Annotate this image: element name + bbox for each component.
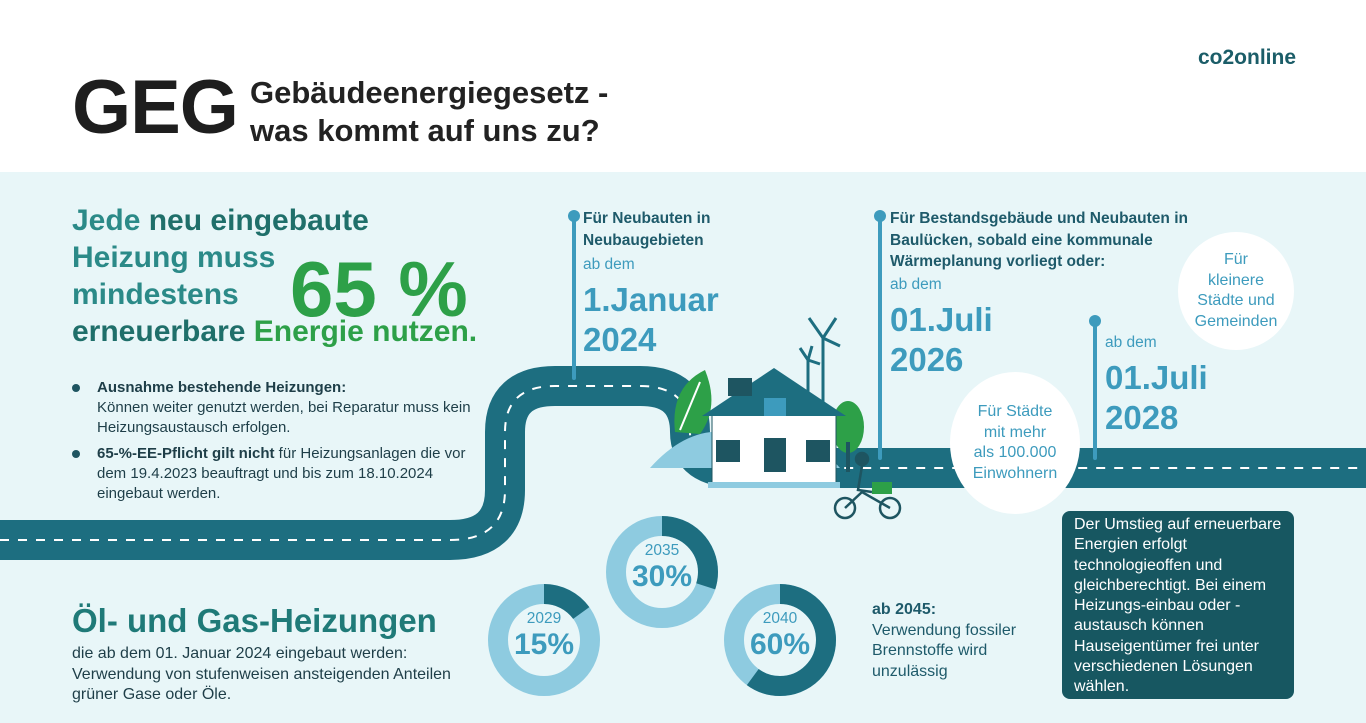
bubble-line: Gemeinden — [1194, 312, 1278, 330]
road-illustration — [0, 317, 1366, 560]
timeline-1-head-line1: Für Neubauten in — [583, 210, 711, 227]
headline-line2: Heizung muss — [72, 241, 276, 274]
timeline-2-ab: ab dem — [890, 276, 942, 293]
timeline-1-date-line2: 2024 — [583, 321, 657, 358]
headline-line3: mindestens — [72, 278, 239, 311]
timeline-dot — [568, 210, 580, 222]
donut-year: 2029 — [526, 610, 562, 627]
timeline-2-date-line1: 01.Juli — [890, 301, 993, 338]
house-icon — [702, 368, 846, 488]
infographic-panel: Jede neu eingebaute Heizung muss mindest… — [0, 172, 1366, 723]
subtitle-line-2: was kommt auf uns zu? — [250, 113, 600, 148]
brand-logo: co2online — [1198, 46, 1297, 69]
bullet-text: Können weiter genutzt werden, bei Repara… — [97, 399, 471, 436]
final-note-text: Verwendung fossiler Brennstoffe wird unz… — [872, 621, 1017, 680]
timeline-3-ab: ab dem — [1105, 334, 1157, 351]
timeline-2-head-line1: Für Bestandsgebäude und Neubauten in — [890, 210, 1188, 227]
cyclist-icon — [833, 451, 902, 520]
donut-year: 2040 — [762, 610, 798, 627]
geg-acronym: GEG — [72, 65, 239, 150]
timeline-1-heading: Für Neubauten in Neubaugebieten — [583, 208, 710, 251]
header: GEG Gebäudeenergiegesetz - was kommt auf… — [0, 0, 1366, 172]
timeline-1-date-line1: 1.Januar — [583, 281, 719, 318]
bullet-bold: Ausnahme bestehende Heizungen: — [97, 379, 347, 396]
oel-gas-text: die ab dem 01. Januar 2024 eingebaut wer… — [72, 645, 451, 703]
bullet-exception: Ausnahme bestehende Heizungen: Können we… — [72, 378, 472, 438]
subtitle-line-1: Gebäudeenergiegesetz - — [250, 75, 609, 110]
bubble-line: mit mehr — [983, 423, 1047, 441]
timeline-2-heading: Für Bestandsgebäude und Neubauten in Bau… — [890, 208, 1188, 273]
timeline-1-head-line2: Neubaugebieten — [583, 231, 704, 249]
timeline-2-date: 01.Juli 2026 — [890, 300, 993, 380]
final-note: ab 2045: Verwendung fossiler Brennstoffe… — [872, 600, 1052, 682]
timeline-line — [572, 220, 576, 380]
bullet-dot-icon — [72, 450, 80, 458]
donut-2040-label: 2040 60% — [722, 610, 838, 662]
headline-part4a: erneuerbare — [72, 315, 254, 348]
donut-year: 2035 — [644, 542, 680, 559]
timeline-1-date: 1.Januar 2024 — [583, 280, 719, 360]
bullet-dot-icon — [72, 384, 80, 392]
donut-2029-label: 2029 15% — [486, 610, 602, 662]
timeline-3-date-line2: 2028 — [1105, 399, 1179, 436]
leaf-icon — [674, 370, 712, 434]
bubble-line: Einwohnern — [972, 464, 1058, 482]
donut-percent: 30% — [631, 560, 693, 593]
bubble-big-cities: Für Städte mit mehr als 100.000 Einwohne… — [950, 372, 1080, 514]
timeline-3-date: 01.Juli 2028 — [1105, 358, 1208, 438]
timeline-line — [1093, 325, 1097, 460]
bubble-small-cities: Für kleinere Städte und Gemeinden — [1178, 232, 1294, 350]
headline: Jede neu eingebaute Heizung muss mindest… — [72, 202, 552, 350]
headline-percent: 65 % — [290, 245, 468, 333]
headline-part4b: Energie — [253, 315, 364, 348]
donut-2029 — [488, 584, 600, 696]
oel-gas-title: Öl- und Gas-Heizungen — [72, 602, 437, 639]
bubble-line: kleinere — [1207, 271, 1265, 289]
timeline-dot — [1089, 315, 1101, 327]
bullet-bold: 65-%-EE-Pflicht gilt nicht — [97, 445, 275, 462]
timeline-1-ab: ab dem — [583, 256, 635, 273]
bubble-line: Städte und — [1197, 292, 1275, 309]
info-box: Der Umstieg auf erneuerbare Energien erf… — [1062, 511, 1294, 699]
timeline-dot — [874, 210, 886, 222]
bullet-ee-duty: 65-%-EE-Pflicht gilt nicht für Heizungsa… — [72, 444, 472, 504]
donut-2040 — [724, 584, 836, 696]
donut-percent: 15% — [513, 628, 575, 661]
timeline-2-date-line2: 2026 — [890, 341, 964, 378]
timeline-3-date-line1: 01.Juli — [1105, 359, 1208, 396]
donut-2035 — [606, 516, 718, 628]
bubble-line: Für — [1224, 251, 1248, 268]
headline-part1: Jede — [72, 204, 149, 237]
timeline-line — [878, 220, 882, 460]
bubble-line: als 100.000 — [973, 444, 1057, 461]
final-note-bold: ab 2045: — [872, 601, 937, 618]
page-subtitle: Gebäudeenergiegesetz - was kommt auf uns… — [250, 74, 608, 150]
donut-percent: 60% — [749, 628, 811, 661]
timeline-2-head-line3: Wärmeplanung vorliegt oder: — [890, 253, 1106, 270]
timeline-2-head-line2: Baulücken, sobald eine kommunale — [890, 231, 1153, 249]
donut-2035-label: 2035 30% — [604, 542, 720, 594]
headline-part2: neu eingebaute — [148, 204, 369, 237]
headline-part4c: nutzen. — [363, 315, 478, 348]
bullet-text: für Heizungsanlagen die vor dem 19.4.202… — [97, 445, 466, 502]
bubble-line: Für Städte — [977, 403, 1053, 420]
